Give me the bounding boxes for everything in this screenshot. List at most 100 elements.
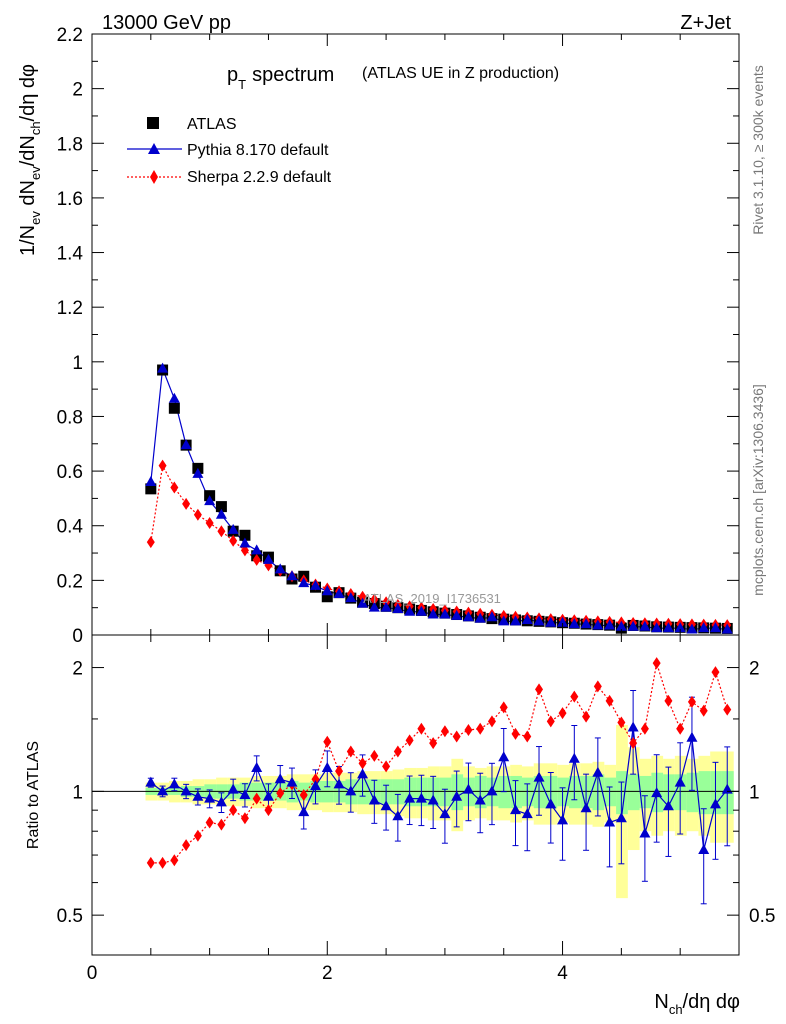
atlas-point <box>168 402 180 414</box>
ratio-pythia-point <box>568 752 580 763</box>
ratio-pythia-point <box>580 802 592 813</box>
ratio-pythia-point <box>604 816 616 827</box>
ratio-y-tick-label: 0.5 <box>57 906 83 927</box>
ratio-stat-band <box>639 775 652 809</box>
ratio-stat-band <box>569 775 581 809</box>
ratio-sherpa-point <box>711 666 720 679</box>
pythia-point <box>509 615 521 626</box>
main-y-tick-label: 0 <box>72 626 83 647</box>
pythia-point <box>157 362 169 373</box>
pythia-point <box>557 616 569 627</box>
ratio-pythia-point <box>698 844 710 855</box>
ratio-sherpa-point <box>158 856 167 869</box>
legend-label-atlas: ATLAS <box>187 116 237 133</box>
ratio-sherpa-point <box>182 839 191 852</box>
ratio-pythia-point <box>368 794 380 805</box>
ratio-stat-band <box>663 774 675 811</box>
ratio-sherpa-point <box>617 716 626 729</box>
pythia-point <box>674 622 686 633</box>
ratio-stat-band <box>533 775 546 809</box>
pythia-point <box>392 603 404 614</box>
ratio-pythia-point <box>545 798 557 809</box>
title-rest: spectrum <box>252 64 334 86</box>
ratio-y-tick-label-right: 1 <box>749 782 760 803</box>
pythia-point <box>145 476 157 487</box>
pythia-point <box>580 618 592 629</box>
ratio-stat-band <box>592 774 605 811</box>
ratio-sherpa-point <box>523 730 532 743</box>
ratio-sherpa-point <box>429 737 438 750</box>
ratio-sherpa-point <box>511 727 520 740</box>
pythia-point <box>168 392 180 403</box>
ratio-pythia-point <box>345 785 357 796</box>
legend-label-pythia: Pythia 8.170 default <box>187 142 329 159</box>
ratio-pythia-point <box>392 810 404 821</box>
ratio-sherpa-point <box>417 722 426 735</box>
pythia-point <box>298 577 310 588</box>
ratio-pythia-point <box>533 771 545 782</box>
ratio-sherpa-point <box>593 680 602 693</box>
pythia-point <box>321 585 333 596</box>
ratio-sherpa-point <box>582 710 591 723</box>
ratio-sherpa-point <box>499 701 508 714</box>
sherpa-point <box>146 536 155 549</box>
ratio-pythia-point <box>462 783 474 794</box>
ratio-pythia-point <box>686 731 698 742</box>
pythia-point <box>262 553 274 564</box>
ratio-sherpa-point <box>299 788 308 801</box>
main-y-tick-label: 1.6 <box>57 189 83 210</box>
x-axis-label: Nch/dη dφ <box>654 991 740 1017</box>
ratio-pythia-point <box>180 785 192 796</box>
pythia-point <box>227 523 239 534</box>
pythia-point <box>451 609 463 620</box>
main-y-axis: 0 0.2 0.4 0.6 0.8 1 1.2 1.4 1.6 1.8 2 2.2 <box>57 25 740 647</box>
main-y-tick-label: 1.8 <box>57 134 83 155</box>
ratio-stat-band <box>427 777 440 807</box>
ratio-sherpa-point <box>487 715 496 728</box>
ratio-y-tick-label-right: 0.5 <box>749 906 775 927</box>
ratio-sherpa-point <box>358 757 367 770</box>
ratio-pythia-point <box>251 761 263 772</box>
ratio-sherpa-point <box>570 690 579 703</box>
ratio-pythia-point <box>239 788 251 799</box>
ratio-pythia-point <box>427 794 439 805</box>
x-tick-label: 0 <box>87 963 98 984</box>
ratio-sherpa-point <box>535 683 544 696</box>
sherpa-point <box>158 459 167 472</box>
main-y-tick-label: 0.8 <box>57 407 83 428</box>
ratio-y-tick-label: 2 <box>72 659 83 680</box>
main-y-tick-label: 1.4 <box>57 244 84 265</box>
header-left: 13000 GeV pp <box>102 12 231 34</box>
ratio-sherpa-point <box>699 704 708 717</box>
sherpa-point <box>217 525 226 538</box>
ratio-stat-band <box>604 777 617 807</box>
ratio-sherpa-point <box>640 722 649 735</box>
ratio-sherpa-point <box>240 812 249 825</box>
pythia-point <box>310 579 322 590</box>
pythia-point <box>368 601 380 612</box>
ratio-pythia-point <box>321 761 333 772</box>
rivet-label: Rivet 3.1.10, ≥ 300k events <box>750 65 766 235</box>
x-tick-label: 4 <box>557 963 568 984</box>
ratio-sherpa-point <box>629 737 638 750</box>
ratio-stat-band <box>510 775 522 809</box>
sherpa-point <box>252 553 261 566</box>
pythia-point <box>404 605 416 616</box>
ratio-sherpa-point <box>405 734 414 747</box>
pythia-point <box>345 592 357 603</box>
ratio-pythia-point <box>298 806 310 817</box>
ratio-pythia-point <box>262 790 274 801</box>
ratio-panel: 0.5 0.5 1 1 2 2 0 2 4 Ratio to ATLAS Nch/dη dφ <box>25 634 775 1017</box>
x-axis: 0 2 4 <box>87 635 740 984</box>
ratio-pythia-point <box>227 783 239 794</box>
ratio-pythia-point <box>627 721 639 732</box>
pythia-point <box>333 588 345 599</box>
ratio-sherpa-point <box>146 856 155 869</box>
ratio-sherpa-point <box>311 773 320 786</box>
ratio-pythia-point <box>310 780 322 791</box>
legend: ATLAS Pythia 8.170 default Sherpa 2.2.9 … <box>127 116 332 186</box>
pythia-point <box>204 495 216 506</box>
ratio-pythia-point <box>333 778 345 789</box>
main-y-tick-label: 1 <box>72 353 83 374</box>
